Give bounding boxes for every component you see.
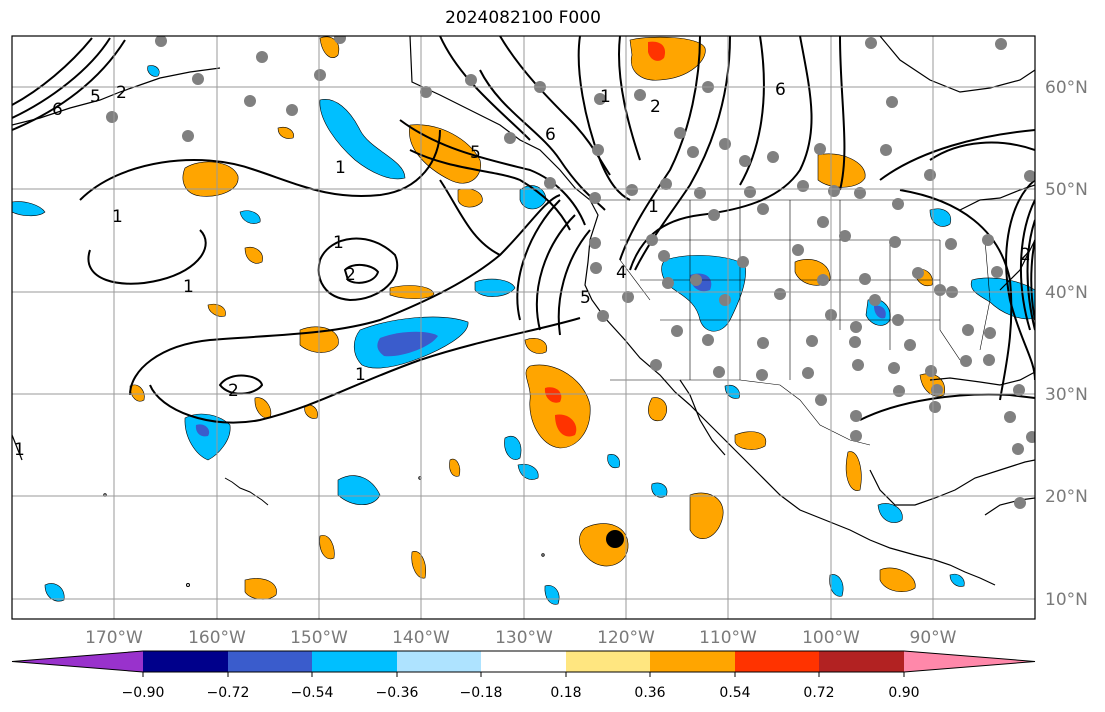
lat-label: 30°N: [1045, 385, 1088, 405]
colorbar-extend-high: [904, 651, 1035, 672]
station-markers: [106, 36, 1035, 509]
colorbar-tick: −0.18: [460, 685, 503, 701]
contour-label: 1: [112, 207, 123, 227]
lon-label: 100°W: [802, 628, 860, 648]
lat-label: 20°N: [1045, 487, 1088, 507]
graticule: [12, 36, 1035, 619]
storm-center-marker: [606, 530, 624, 548]
political-borders: [600, 199, 1035, 446]
colorbar-tick: 0.54: [719, 685, 750, 701]
map-frame: [11, 35, 1036, 620]
contour-label: 1: [335, 158, 346, 178]
colorbar-tick: −0.72: [207, 685, 250, 701]
longitude-labels: 170°W 160°W 150°W 140°W 130°W 120°W 110°…: [85, 628, 957, 648]
colorbar-segment: [650, 651, 735, 672]
lon-label: 150°W: [290, 628, 348, 648]
contour-label: 6: [545, 125, 556, 145]
contour-label: 2: [228, 381, 239, 401]
lon-label: 160°W: [188, 628, 246, 648]
lon-label: 110°W: [699, 628, 757, 648]
contour-label: 4: [616, 263, 627, 283]
colorbar-segment: [228, 651, 312, 672]
colorbar-tick: 0.90: [888, 685, 919, 701]
colorbar-segment: [566, 651, 650, 672]
colorbar-tick: 0.36: [634, 685, 665, 701]
contour-label: 1: [14, 440, 25, 460]
lon-label: 120°W: [597, 628, 655, 648]
contour-label-group: 6 5 2 1 1 1 1 2 1 2 1 5 6 4 5 1 2 1 6 2: [14, 80, 1031, 460]
coastlines: [12, 36, 1035, 586]
lat-label: 10°N: [1045, 590, 1088, 610]
contour-label: 2: [116, 83, 127, 103]
lat-label: 60°N: [1045, 78, 1088, 98]
contour-label: 5: [580, 288, 591, 308]
colorbar-segment: [735, 651, 819, 672]
contour-label: 1: [600, 87, 611, 107]
contour-label: 1: [648, 197, 659, 217]
colorbar-tick: 0.18: [550, 685, 581, 701]
colorbar-tick: −0.90: [122, 685, 165, 701]
colorbar-tick: −0.36: [376, 685, 419, 701]
colorbar-tick-labels: −0.90 −0.72 −0.54 −0.36 −0.18 0.18 0.36 …: [122, 685, 920, 701]
contour-label: 5: [470, 143, 481, 163]
lon-label: 90°W: [910, 628, 957, 648]
contour-label: 6: [775, 80, 786, 100]
lat-label: 50°N: [1045, 180, 1088, 200]
contour-label: 5: [90, 87, 101, 107]
contour-label: 2: [345, 265, 356, 285]
colorbar-tick: −0.54: [291, 685, 334, 701]
colorbar-tick: 0.72: [803, 685, 834, 701]
contour-label: 1: [355, 365, 366, 385]
contour-label: 1: [183, 277, 194, 297]
contour-label: 1: [333, 233, 344, 253]
colorbar-segment: [143, 651, 228, 672]
colorbar-segment: [312, 651, 397, 672]
map-title: 2024082100 F000: [445, 8, 601, 28]
colorbar-segment: [397, 651, 481, 672]
lon-label: 170°W: [85, 628, 143, 648]
lat-label: 40°N: [1045, 283, 1088, 303]
contour-label: 6: [52, 100, 63, 120]
contour-lines: [12, 36, 1035, 424]
lon-label: 130°W: [495, 628, 553, 648]
colorbar-extend-low: [12, 651, 143, 672]
colorbar: [11, 650, 1036, 677]
latitude-labels: 60°N 50°N 40°N 30°N 20°N 10°N: [1045, 78, 1088, 610]
colorbar-segment: [481, 651, 566, 672]
contour-label: 2: [1020, 245, 1031, 265]
lon-label: 140°W: [392, 628, 450, 648]
anomaly-shading: [12, 36, 1035, 605]
contour-label: 2: [650, 97, 661, 117]
colorbar-segment: [819, 651, 904, 672]
